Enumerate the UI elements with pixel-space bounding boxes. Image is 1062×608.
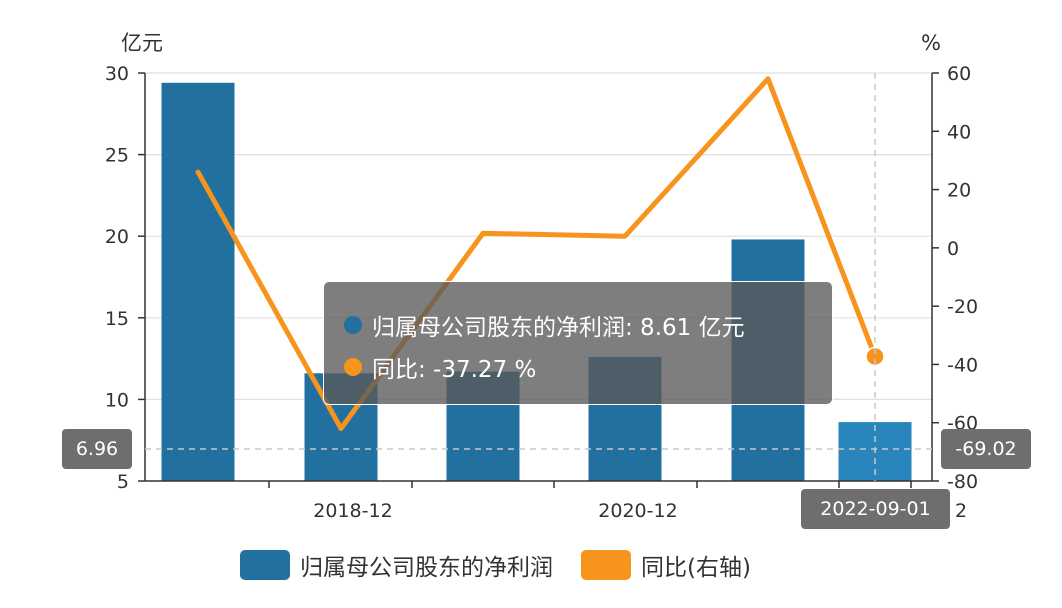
y-left-tick-label: 30: [105, 63, 129, 85]
y-right-tick-label: -40: [947, 354, 978, 376]
y-right-tick-label: 0: [947, 238, 959, 260]
bar-series-dot-icon: [344, 316, 362, 334]
chart-tooltip: 归属母公司股东的净利润: 8.61 亿元 同比: -37.27 %: [323, 281, 833, 405]
tooltip-row-line: 同比: -37.27 %: [344, 350, 536, 384]
y-right-tick-label: 40: [947, 121, 971, 143]
x-tick-label: 2018-12: [313, 500, 392, 522]
yoy-highlight-point: [865, 346, 885, 367]
y-left-tick-label: 10: [105, 389, 129, 411]
y-left-tick-label: 25: [105, 145, 129, 167]
tooltip-line-text: 同比: -37.27 %: [372, 357, 537, 383]
axis-pointer-right-label: -69.02: [941, 429, 1031, 469]
y-right-unit-label: %: [921, 31, 941, 55]
x-tick-label: 2020-12: [598, 500, 677, 522]
legend-bar-swatch-icon: [240, 550, 290, 580]
tooltip-bar-text: 归属母公司股东的净利润: 8.61 亿元: [372, 315, 745, 341]
y-left-tick-label: 5: [117, 471, 129, 493]
legend-item-yoy[interactable]: 同比(右轴): [581, 548, 751, 582]
axis-pointer-left-label: 6.96: [62, 429, 132, 469]
legend-line-label: 同比(右轴): [641, 555, 751, 581]
y-right-tick-label: -20: [947, 296, 978, 318]
axis-pointer-x-label: 2022-09-01: [801, 489, 950, 529]
legend-line-swatch-icon: [581, 550, 631, 580]
y-left-unit-label: 亿元: [121, 31, 163, 55]
y-right-tick-label: 20: [947, 180, 971, 202]
chart-legend: 归属母公司股东的净利润 同比(右轴): [240, 548, 779, 582]
y-right-tick-label: 60: [947, 63, 971, 85]
x-tick-label-partial: 2: [955, 500, 967, 522]
line-series-dot-icon: [344, 358, 362, 376]
bar-2017-12: [161, 82, 235, 482]
y-left-tick-label: 15: [105, 308, 129, 330]
y-left-tick-label: 20: [105, 226, 129, 248]
y-right-tick-label: -80: [947, 471, 978, 493]
legend-item-net-profit[interactable]: 归属母公司股东的净利润: [240, 548, 553, 582]
tooltip-row-bar: 归属母公司股东的净利润: 8.61 亿元: [344, 308, 745, 342]
legend-bar-label: 归属母公司股东的净利润: [300, 555, 553, 581]
yoy-line: [195, 76, 878, 432]
